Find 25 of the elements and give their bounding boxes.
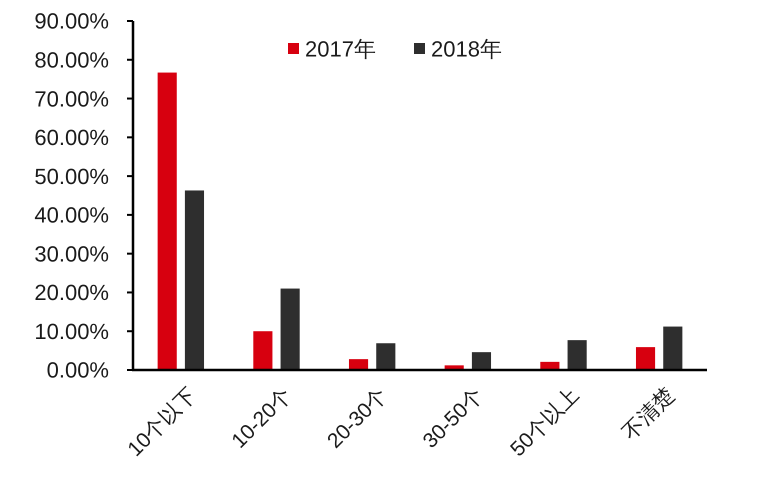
bar: [636, 347, 656, 370]
y-tick-label: 60.00%: [34, 125, 109, 150]
bar: [472, 352, 492, 370]
bar: [348, 359, 368, 370]
y-tick-label: 80.00%: [34, 47, 109, 72]
y-tick-label: 40.00%: [34, 202, 109, 228]
bar: [663, 326, 682, 370]
y-tick-label: 70.00%: [34, 86, 109, 112]
y-tick-label: 0.00%: [46, 358, 109, 383]
x-tick-label: 不清楚: [618, 384, 680, 444]
x-tick-label: 10个以下: [123, 384, 201, 461]
y-tick-label: 10.00%: [34, 318, 109, 344]
y-tick-label: 90.00%: [34, 8, 109, 34]
y-tick-label: 50.00%: [34, 164, 109, 189]
bar: [376, 343, 396, 370]
y-tick-label: 30.00%: [34, 241, 109, 266]
x-tick-label: 50个以上: [506, 384, 584, 461]
legend-label: 2017年: [305, 36, 376, 62]
bar: [568, 340, 587, 370]
legend-label: 2018年: [431, 36, 502, 62]
bar: [158, 72, 177, 370]
bar: [280, 288, 300, 370]
bar: [184, 190, 204, 370]
y-tick-label: 20.00%: [34, 280, 109, 306]
bar: [253, 331, 272, 370]
